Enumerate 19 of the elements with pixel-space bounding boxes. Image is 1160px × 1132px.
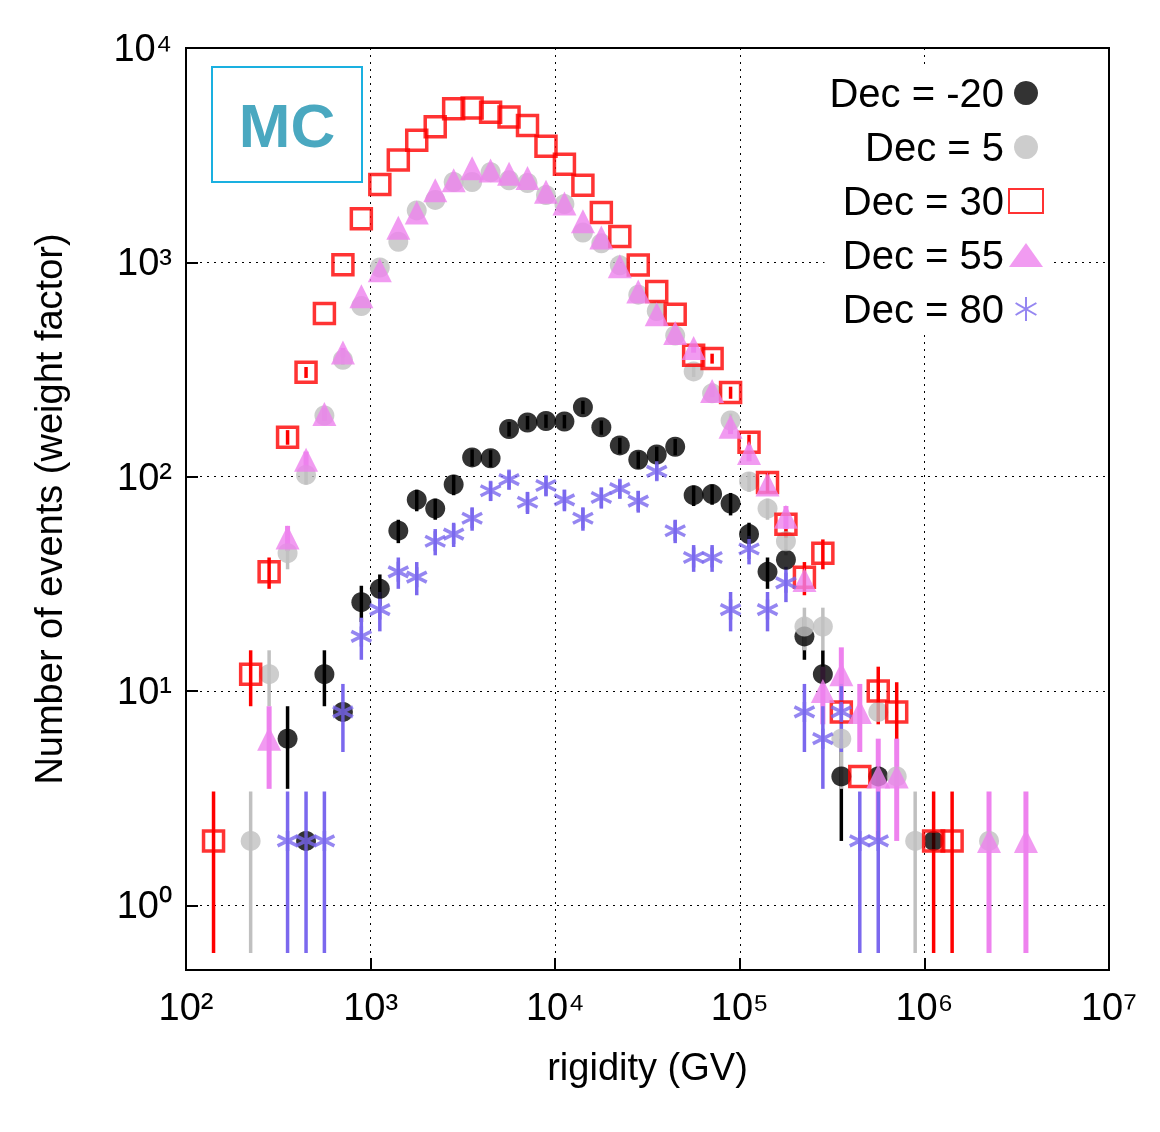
x-tick-label: 10² [158,986,214,1028]
x-tick-label: 10⁴ [525,986,585,1028]
y-axis-title: Number of events (weight factor) [28,233,70,785]
x-tick-label: 10⁷ [1080,986,1138,1028]
legend-label: Dec = 30 [842,179,1004,223]
legend-label: Dec = 55 [842,233,1004,277]
y-tick-label: 10⁰ [116,884,172,927]
legend-label: Dec = 5 [865,125,1004,169]
annotation: MC [238,90,336,160]
y-tick-label: 10² [117,455,172,498]
x-tick-label: 10⁶ [895,986,954,1028]
y-tick-label: 10⁴ [113,27,172,69]
x-tick-label: 10⁵ [710,986,769,1028]
legend-label: Dec = 80 [842,287,1004,331]
legend-label: Dec = -20 [829,71,1004,115]
x-tick-label: 10³ [343,986,399,1028]
x-axis-title: rigidity (GV) [547,1046,748,1088]
y-tick-label: 10³ [117,241,172,284]
y-tick-label: 10¹ [117,670,172,713]
